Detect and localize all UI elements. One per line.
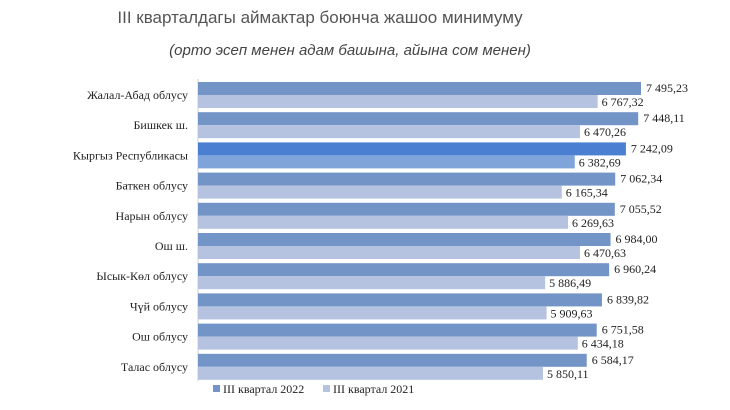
bar-2022 [198,233,611,246]
legend-swatch [323,385,330,392]
data-label-2021: 5 909,63 [551,306,593,320]
data-label-2022: 6 751,58 [602,323,644,337]
legend-label: III квартал 2022 [223,382,304,396]
data-label-2021: 5 886,49 [549,276,591,290]
bar-2022 [198,263,610,277]
bar-2021 [198,185,562,199]
bar-2022 [198,202,615,216]
category-label: Ош ш. [155,239,188,253]
data-label-2021: 6 434,18 [582,337,624,351]
data-label-2022: 7 055,52 [620,202,662,216]
data-label-2022: 7 448,11 [643,111,685,125]
data-label-2022: 7 242,09 [631,141,673,155]
legend-swatch [213,385,220,392]
bar-2022 [198,293,602,307]
category-label: Баткен облусу [116,179,188,193]
data-label-2022: 6 984,00 [616,232,658,246]
bar-2021 [198,366,543,380]
bar-2021 [198,155,575,169]
bar-2021 [198,336,578,350]
data-label-2022: 6 584,17 [592,353,634,367]
data-label-2021: 6 767,32 [602,95,644,109]
bar-2021 [198,306,547,320]
category-label: Чүй облусу [130,299,188,313]
bar-2021 [198,246,580,259]
bar-2021 [198,125,580,139]
data-label-2022: 6 960,24 [614,262,656,276]
data-label-2022: 6 839,82 [607,292,649,306]
data-label-2022: 7 495,23 [646,81,688,95]
category-label: Ош облусу [132,330,188,344]
bar-2021 [198,95,598,108]
category-label: Нарын облусу [116,209,188,223]
data-label-2021: 5 850,11 [547,367,589,381]
data-label-2021: 6 269,63 [572,216,614,230]
category-label: Кыргыз Республикасы [73,148,188,162]
category-label: Талас облусу [121,360,188,374]
data-label-2022: 7 062,34 [620,172,662,186]
bar-2021 [198,215,568,229]
data-label-2021: 6 470,63 [584,246,626,260]
chart-title: III кварталдагы аймактар боюнча жашоо ми… [117,8,523,27]
data-label-2021: 6 470,26 [584,125,626,139]
category-label: Жалал-Абад облусу [87,88,188,102]
data-label-2021: 6 382,69 [579,155,621,169]
bar-2021 [198,276,546,290]
chart-subtitle: (орто эсеп менен адам башына, айына сом … [169,42,531,59]
bar-2022 [198,323,597,337]
legend-label: III квартал 2021 [333,382,414,396]
bar-2022 [198,82,641,95]
data-label-2021: 6 165,34 [566,186,608,200]
bar-2022 [198,172,616,186]
category-label: Ысык-Көл облусу [96,269,188,283]
bar-2022 [198,353,587,367]
bar-2022 [198,142,626,156]
bar-2022 [198,112,639,126]
category-label: Бишкек ш. [134,118,188,132]
